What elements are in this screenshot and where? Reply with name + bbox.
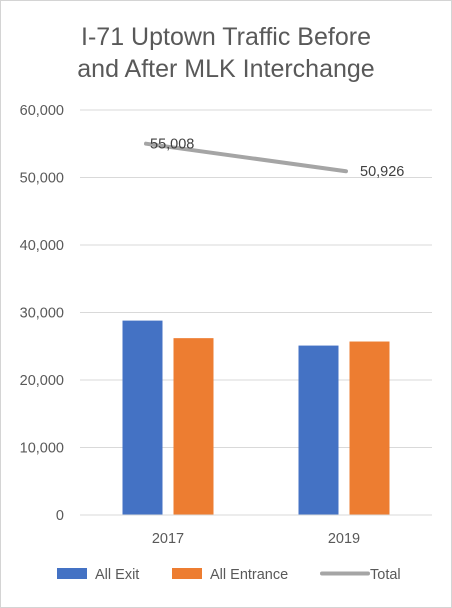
legend-swatch-all-entrance [172,568,202,579]
data-label-total-2017: 55,008 [150,137,194,153]
y-tick-label: 30,000 [20,306,64,322]
legend-label-all-exit: All Exit [95,567,139,583]
legend-label-total: Total [370,567,401,583]
y-tick-label: 50,000 [20,171,64,187]
y-tick-label: 20,000 [20,373,64,389]
data-label-total-2019: 50,926 [360,164,404,180]
chart-title-line-1: I-71 Uptown Traffic Before [81,23,371,51]
line-total [144,141,348,174]
bar-all-entrance-2017 [173,338,214,515]
y-tick-label: 0 [56,508,64,524]
x-tick-label: 2017 [152,531,184,547]
chart-title: I-71 Uptown Traffic Before and After MLK… [1,21,451,85]
x-tick-label: 2019 [328,531,360,547]
y-tick-label: 40,000 [20,238,64,254]
y-tick-label: 10,000 [20,441,64,457]
bar-all-exit-2017 [122,320,163,515]
legend-label-all-entrance: All Entrance [210,567,288,583]
bar-all-entrance-2019 [349,341,390,515]
y-tick-label: 60,000 [20,103,64,119]
chart-title-line-2: and After MLK Interchange [77,55,375,83]
legend-swatch-all-exit [57,568,87,579]
bar-all-exit-2019 [298,345,339,515]
